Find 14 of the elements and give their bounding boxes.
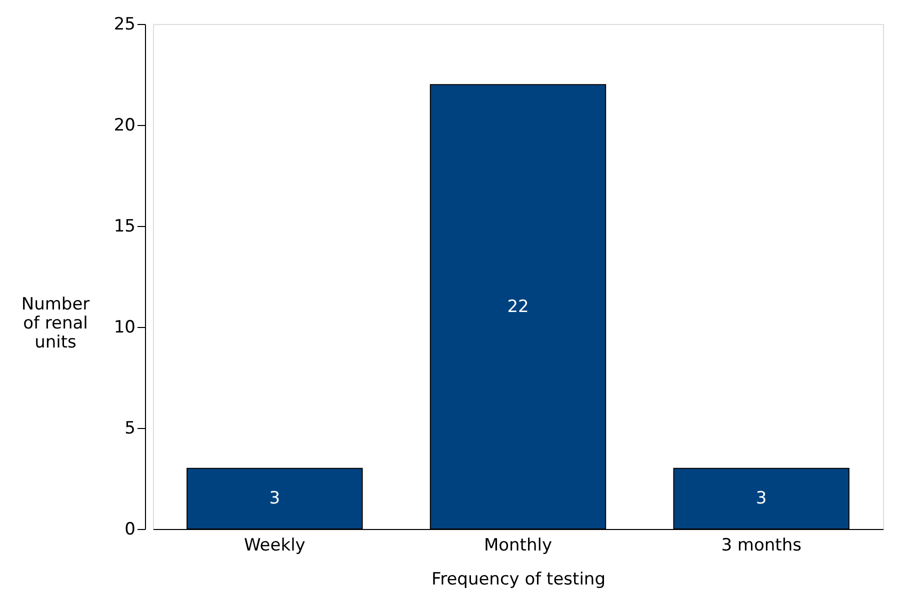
y-tick-label: 0 [124,520,136,540]
x-tick-label: Weekly [244,536,306,556]
x-tick-label: Monthly [484,536,552,556]
y-axis-title: Number of renal units [21,294,90,352]
y-tick-label: 25 [114,14,136,34]
y-tick-label: 10 [114,318,136,338]
data-label: 22 [507,296,529,317]
y-tick-label: 15 [114,216,136,236]
x-axis-title: Frequency of testing [432,570,606,590]
y-tick-label: 5 [124,418,136,438]
y-tick-label: 20 [114,116,136,136]
data-label: 3 [269,488,280,509]
x-tick-label: 3 months [721,536,802,556]
data-label: 3 [756,488,767,509]
